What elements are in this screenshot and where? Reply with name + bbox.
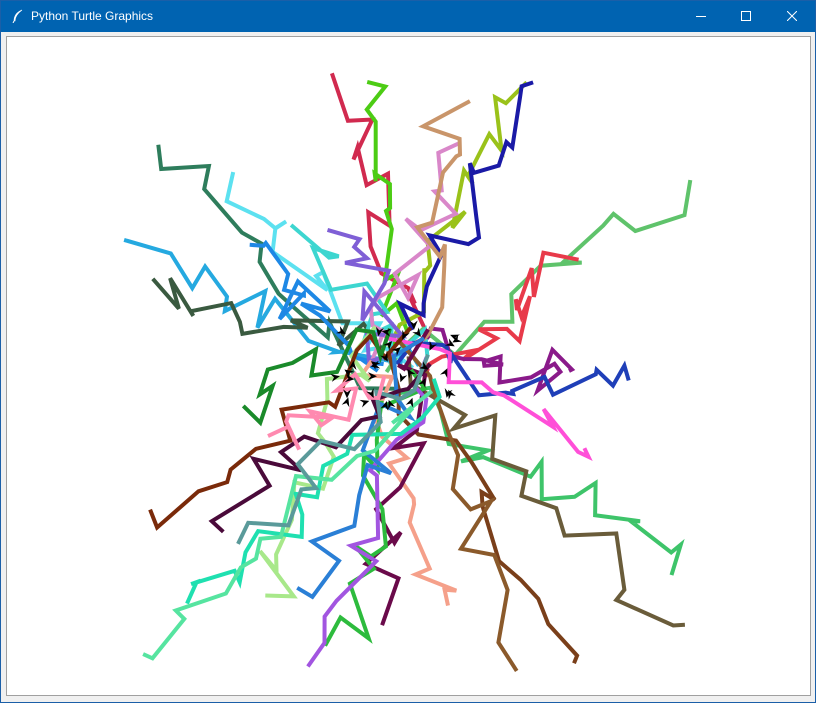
turtle-trail: [296, 336, 426, 600]
turtle-trail: [364, 79, 410, 352]
turtle-cursor-icon: [344, 369, 355, 379]
turtle-trail: [383, 334, 593, 461]
maximize-button[interactable]: [723, 1, 769, 32]
turtle-trail: [249, 239, 384, 373]
turtle-cursor-icon: [439, 368, 448, 379]
turtle-trail: [224, 171, 415, 370]
turtle-cursor-icon: [409, 320, 418, 330]
feather-icon: [11, 9, 25, 24]
turtle-cursor-icon: [380, 351, 388, 362]
turtle-cursor-icon: [418, 378, 426, 388]
minimize-button[interactable]: [678, 1, 724, 32]
turtle-cursor-icon: [341, 397, 350, 408]
turtle-cursor-icon: [370, 361, 381, 370]
turtle-cursor-icon: [405, 397, 414, 408]
turtle-cursor-icon: [391, 347, 401, 356]
turtle-cursor-icon: [348, 360, 357, 370]
turtle-cursor-icon: [381, 328, 392, 337]
turtle-trail: [395, 80, 534, 331]
turtle-trail: [386, 350, 580, 665]
turtle-trail: [267, 371, 387, 451]
turtle-cursor-icon: [402, 329, 410, 340]
turtle-cursor-icon: [429, 340, 437, 351]
turtle-cursor-icon: [343, 389, 352, 399]
turtle-cursor-icon: [366, 388, 374, 398]
turtle-cursor-icon: [344, 374, 355, 383]
turtle-trail: [258, 325, 378, 599]
turtle-cursor-icon: [448, 389, 456, 400]
close-button[interactable]: [769, 1, 815, 32]
turtle-trail: [326, 227, 408, 365]
turtle-trail: [123, 237, 421, 367]
turtle-trail: [406, 356, 686, 628]
close-icon: [787, 11, 797, 21]
turtle-cursor-icon: [452, 334, 463, 343]
turtle-trail: [236, 353, 430, 545]
turtle-cursor-icon: [418, 361, 429, 370]
turtle-cursor-icon: [388, 399, 396, 410]
maximize-icon: [741, 11, 751, 21]
minimize-icon: [696, 16, 706, 17]
turtle-trail: [423, 250, 579, 378]
turtle-trail: [142, 389, 434, 661]
turtle-trail: [306, 356, 429, 668]
turtle-cursor-icon: [330, 373, 340, 382]
turtle-cursor-icon: [412, 327, 421, 337]
turtle-cursor-icon: [383, 341, 393, 351]
turtle-cursor-icon: [407, 369, 416, 379]
turtle-trail: [395, 340, 631, 398]
turtle-cursor-icon: [444, 338, 455, 347]
turtle-trail: [357, 359, 458, 607]
title-bar[interactable]: Python Turtle Graphics: [1, 1, 815, 32]
turtle-cursor-icon: [335, 326, 346, 334]
turtle-cursor-icon: [380, 401, 389, 411]
window-title: Python Turtle Graphics: [31, 9, 154, 23]
turtle-trail: [396, 338, 519, 672]
turtle-cursor-icon: [367, 372, 377, 381]
turtle-trail: [413, 99, 471, 342]
turtle-cursor-icon: [450, 334, 460, 342]
turtle-cursor-icon: [375, 326, 384, 337]
turtle-canvas[interactable]: [7, 37, 811, 696]
turtle-trail: [391, 80, 529, 341]
turtle-trail: [241, 327, 392, 427]
turtle-canvas-frame[interactable]: [6, 36, 811, 696]
turtle-cursor-icon: [359, 399, 370, 408]
turtle-trail: [330, 72, 432, 348]
turtle-cursor-icon: [399, 372, 408, 383]
turtle-trail: [185, 378, 442, 605]
client-area: [3, 34, 813, 700]
